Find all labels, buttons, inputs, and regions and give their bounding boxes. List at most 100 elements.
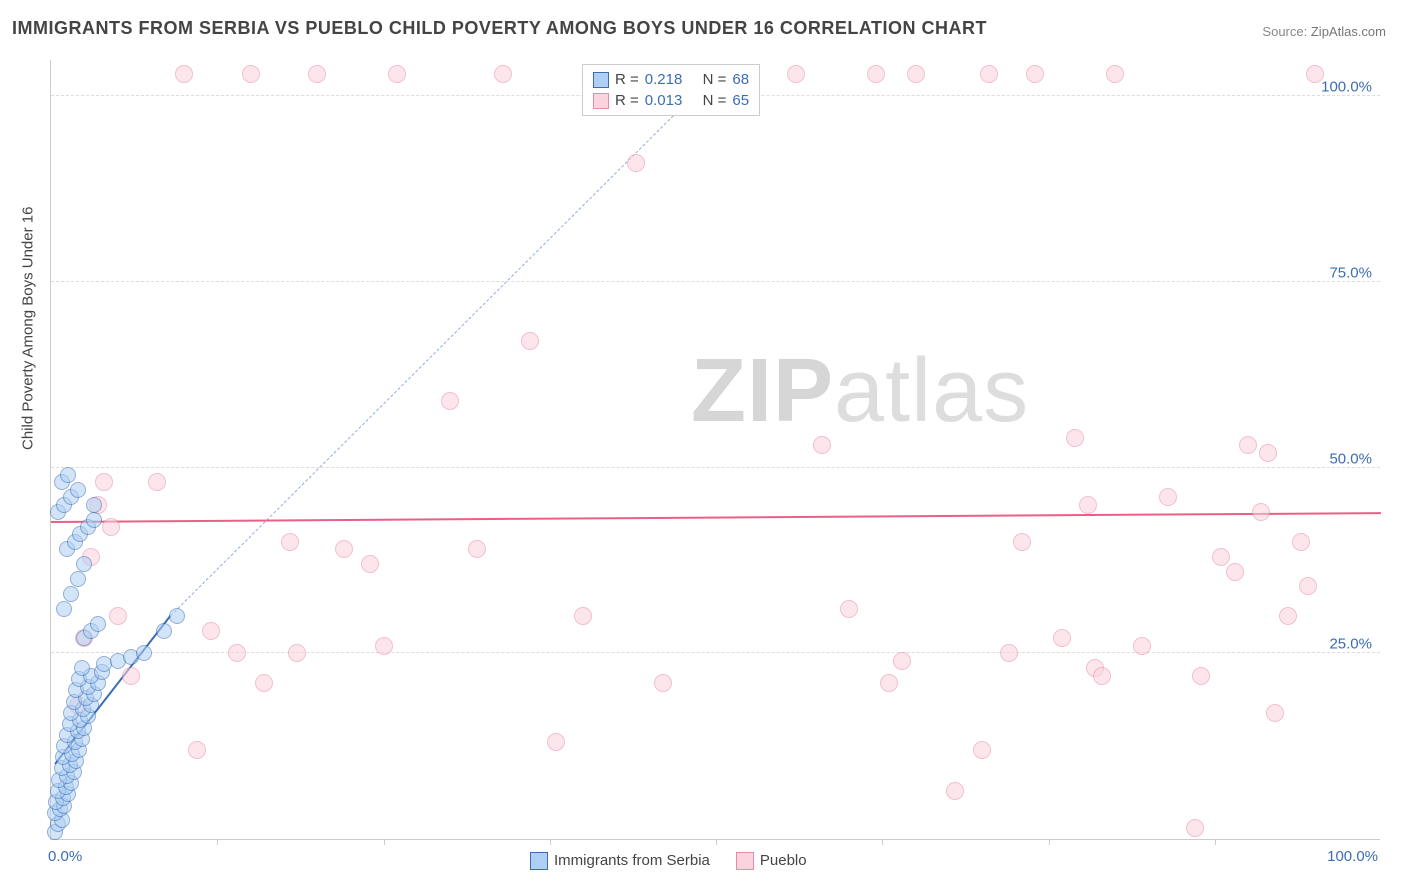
data-point-serbia <box>169 608 185 624</box>
legend-stats-row-serbia: R = 0.218 N = 68 <box>593 69 749 90</box>
data-point-pueblo <box>335 540 353 558</box>
data-point-pueblo <box>521 332 539 350</box>
data-point-pueblo <box>228 644 246 662</box>
chart-title: IMMIGRANTS FROM SERBIA VS PUEBLO CHILD P… <box>12 18 987 39</box>
data-point-pueblo <box>1159 488 1177 506</box>
data-point-pueblo <box>95 473 113 491</box>
gridline-h <box>51 281 1380 282</box>
data-point-pueblo <box>1259 444 1277 462</box>
data-point-pueblo <box>627 154 645 172</box>
legend-bottom-swatch <box>530 852 548 870</box>
data-point-pueblo <box>255 674 273 692</box>
data-point-pueblo <box>840 600 858 618</box>
watermark-rest: atlas <box>834 341 1029 441</box>
data-point-pueblo <box>1279 607 1297 625</box>
data-point-pueblo <box>202 622 220 640</box>
data-point-pueblo <box>148 473 166 491</box>
data-point-pueblo <box>980 65 998 83</box>
data-point-pueblo <box>109 607 127 625</box>
legend-swatch-serbia <box>593 72 609 88</box>
data-point-pueblo <box>388 65 406 83</box>
legend-bottom-label: Pueblo <box>760 852 807 869</box>
data-point-pueblo <box>1266 704 1284 722</box>
legend-stats-row-pueblo: R = 0.013 N = 65 <box>593 90 749 111</box>
data-point-pueblo <box>1239 436 1257 454</box>
data-point-serbia <box>86 497 102 513</box>
data-point-pueblo <box>654 674 672 692</box>
data-point-serbia <box>74 660 90 676</box>
data-point-pueblo <box>893 652 911 670</box>
legend-bottom-swatch <box>736 852 754 870</box>
data-point-pueblo <box>1306 65 1324 83</box>
gridline-h <box>51 467 1380 468</box>
data-point-pueblo <box>1000 644 1018 662</box>
legend-bottom: Immigrants from Serbia Pueblo <box>530 852 807 870</box>
data-point-pueblo <box>946 782 964 800</box>
y-tick-label: 100.0% <box>1321 79 1372 96</box>
x-tick <box>882 839 883 845</box>
x-tick-label-min: 0.0% <box>48 848 82 865</box>
data-point-pueblo <box>281 533 299 551</box>
data-point-pueblo <box>1133 637 1151 655</box>
data-point-pueblo <box>1186 819 1204 837</box>
legend-swatch-pueblo <box>593 93 609 109</box>
data-point-pueblo <box>1226 563 1244 581</box>
x-tick-label-max: 100.0% <box>1327 848 1378 865</box>
source-value: ZipAtlas.com <box>1311 24 1386 39</box>
x-tick <box>384 839 385 845</box>
legend-bottom-item: Pueblo <box>736 852 807 870</box>
data-point-pueblo <box>188 741 206 759</box>
data-point-pueblo <box>441 392 459 410</box>
data-point-pueblo <box>1079 496 1097 514</box>
legend-n-label: N = <box>703 92 727 109</box>
data-point-pueblo <box>468 540 486 558</box>
data-point-pueblo <box>1212 548 1230 566</box>
data-point-pueblo <box>1053 629 1071 647</box>
x-tick <box>1049 839 1050 845</box>
gridline-h <box>51 652 1380 653</box>
data-point-serbia <box>156 623 172 639</box>
data-point-pueblo <box>1066 429 1084 447</box>
data-point-pueblo <box>288 644 306 662</box>
data-point-pueblo <box>547 733 565 751</box>
data-point-pueblo <box>1106 65 1124 83</box>
x-tick <box>716 839 717 845</box>
data-point-pueblo <box>242 65 260 83</box>
legend-r-value: 0.218 <box>645 71 683 88</box>
data-point-pueblo <box>1013 533 1031 551</box>
data-point-pueblo <box>867 65 885 83</box>
data-point-pueblo <box>1192 667 1210 685</box>
data-point-pueblo <box>1299 577 1317 595</box>
x-tick <box>217 839 218 845</box>
watermark: ZIPatlas <box>691 340 1029 443</box>
data-point-serbia <box>90 616 106 632</box>
legend-r-label: R = <box>615 71 639 88</box>
data-point-pueblo <box>375 637 393 655</box>
y-tick-label: 75.0% <box>1329 264 1372 281</box>
data-point-pueblo <box>907 65 925 83</box>
data-point-serbia <box>136 645 152 661</box>
data-point-serbia <box>70 571 86 587</box>
data-point-serbia <box>56 601 72 617</box>
data-point-pueblo <box>574 607 592 625</box>
watermark-bold: ZIP <box>691 341 834 441</box>
data-point-pueblo <box>102 518 120 536</box>
data-point-pueblo <box>1252 503 1270 521</box>
data-point-pueblo <box>1093 667 1111 685</box>
data-point-pueblo <box>361 555 379 573</box>
data-point-pueblo <box>813 436 831 454</box>
data-point-serbia <box>63 586 79 602</box>
data-point-serbia <box>70 482 86 498</box>
x-tick <box>550 839 551 845</box>
data-point-pueblo <box>175 65 193 83</box>
x-tick <box>1215 839 1216 845</box>
data-point-pueblo <box>787 65 805 83</box>
legend-n-value: 68 <box>732 71 749 88</box>
source-label: Source: <box>1262 24 1307 39</box>
source-attribution: Source: ZipAtlas.com <box>1262 24 1386 39</box>
legend-bottom-label: Immigrants from Serbia <box>554 852 710 869</box>
legend-bottom-item: Immigrants from Serbia <box>530 852 710 870</box>
legend-r-value: 0.013 <box>645 92 683 109</box>
plot-area: ZIPatlas 25.0%50.0%75.0%100.0%0.0%100.0% <box>50 60 1380 840</box>
data-point-pueblo <box>973 741 991 759</box>
